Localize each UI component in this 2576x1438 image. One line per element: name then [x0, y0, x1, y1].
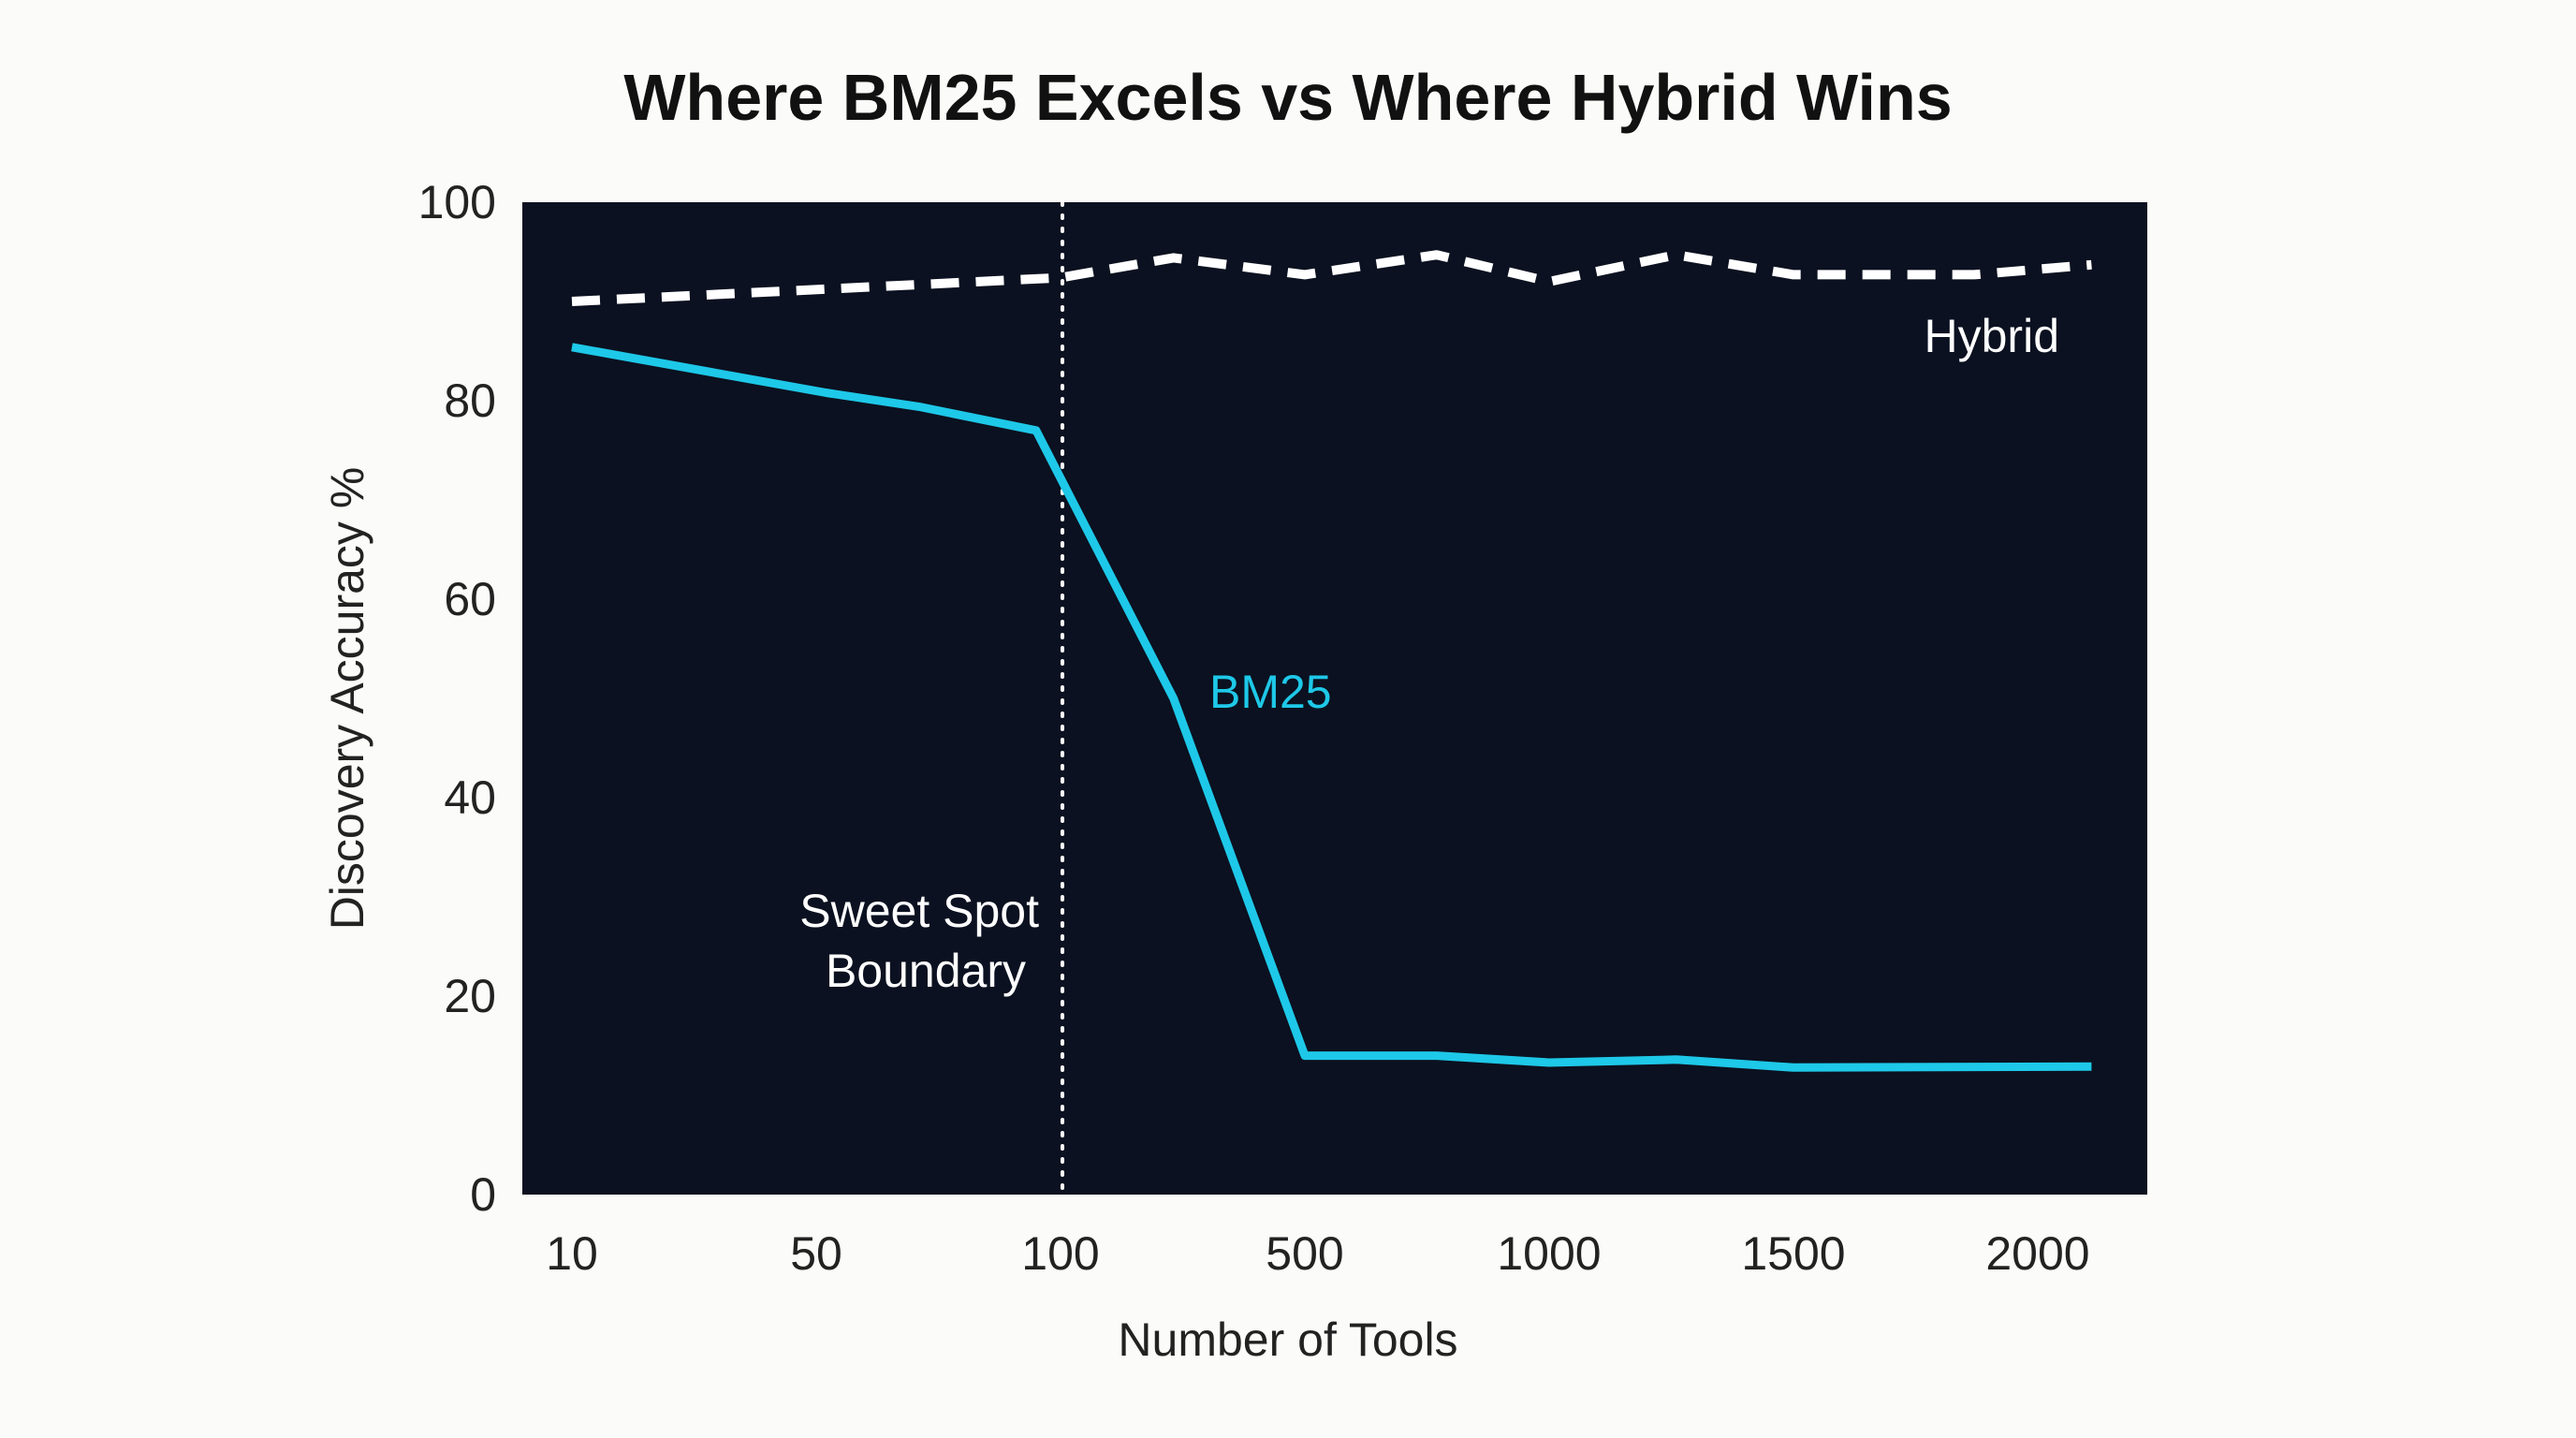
x-tick-label: 10 [546, 1227, 598, 1280]
y-axis-label: Discovery Accuracy % [321, 467, 373, 931]
x-axis-label: Number of Tools [1118, 1313, 1457, 1366]
x-tick-label: 500 [1266, 1227, 1343, 1280]
hybrid-label: Hybrid [1925, 310, 2059, 362]
x-tick-labels: 10 50 100 500 1000 1500 2000 [546, 1227, 2089, 1280]
sweet-spot-label: Boundary [826, 945, 1026, 997]
sweet-spot-label: Sweet Spot [799, 885, 1039, 937]
y-tick-label: 40 [444, 771, 496, 824]
series-labels: Hybrid BM25 [1209, 310, 2059, 718]
x-tick-label: 50 [790, 1227, 842, 1280]
bm25-line [571, 343, 2092, 1072]
y-tick-labels: 0 20 40 60 80 100 [418, 176, 496, 1221]
sweet-spot-line: Sweet Spot Boundary [799, 200, 1064, 1196]
x-tick-label: 1500 [1741, 1227, 1845, 1280]
y-tick-label: 0 [470, 1168, 496, 1221]
x-tick-label: 2000 [1985, 1227, 2089, 1280]
y-tick-label: 80 [444, 374, 496, 427]
bm25-label: BM25 [1209, 666, 1332, 718]
y-tick-label: 60 [444, 573, 496, 625]
y-tick-label: 20 [444, 970, 496, 1022]
chart-title: Where BM25 Excels vs Where Hybrid Wins [623, 61, 1952, 134]
hybrid-line [571, 250, 2092, 306]
x-tick-label: 100 [1021, 1227, 1099, 1280]
y-tick-label: 100 [418, 176, 496, 228]
plot-area [522, 202, 2147, 1195]
x-tick-label: 1000 [1497, 1227, 1601, 1280]
series-lines [571, 250, 2092, 1072]
